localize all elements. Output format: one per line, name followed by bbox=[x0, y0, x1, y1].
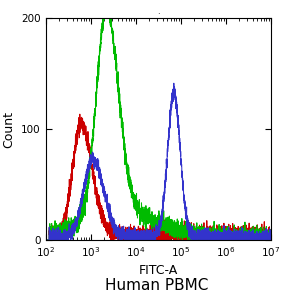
Y-axis label: Count: Count bbox=[3, 110, 16, 148]
Text: Human PBMC: Human PBMC bbox=[105, 278, 208, 292]
X-axis label: FITC-A: FITC-A bbox=[139, 264, 178, 277]
Text: .: . bbox=[157, 7, 160, 16]
